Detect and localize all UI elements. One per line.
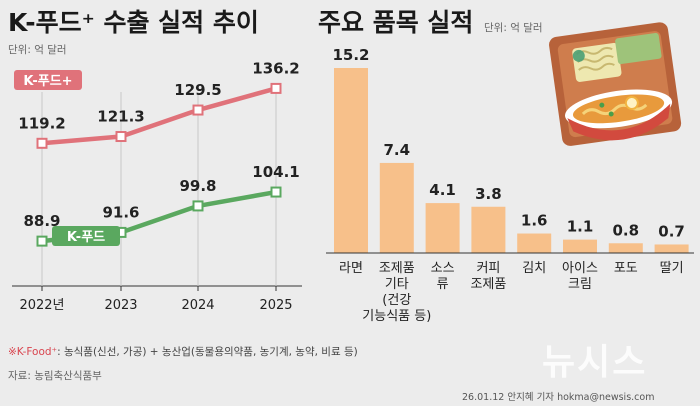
bar-category-label: 조제품 [470, 277, 506, 292]
bar-chart: 15.27.44.1 3.81.6 1.1 0.8 0.7 라면 조제품기타(건강기능식품… [326, 46, 694, 324]
footnote: ※K-Food⁺: 농식품(신선, 가공) + 농산업(동물용의약품, 농기계,… [8, 345, 358, 358]
bar-value-label: 0.8 [613, 221, 640, 239]
bar-value-label: 15.2 [332, 46, 369, 64]
bar-category-label: 김치 [522, 261, 546, 276]
bar-category-label: 기타 [385, 277, 409, 292]
left-unit: 단위: 억 달러 [8, 43, 67, 56]
line-series-group: 119.2 121.3 129.5 136.2 88.9 91.6 99.8 104.1 K-푸… [14, 59, 300, 286]
bar-category-label: 포도 [614, 261, 638, 276]
bar-category-label: 딸기 [660, 261, 684, 276]
bar-value-label: 1.1 [567, 218, 594, 236]
bar-category-label: 아이스 [562, 261, 598, 276]
x-tick-label: 2022년 [19, 298, 64, 313]
package-label [615, 32, 662, 65]
credit-text: 26.01.12 안지혜 기자 hokma@newsis.com [462, 391, 654, 403]
speech-bubble-icon [572, 49, 585, 62]
data-label: 121.3 [97, 108, 144, 126]
bar-group: 15.2 7.4 4.1 3.8 1.6 1.1 0.8 0.7 [332, 46, 689, 253]
x-tick-label: 2025 [259, 298, 292, 313]
series-badge-label: K-푸드+ [23, 74, 72, 89]
right-title: 주요 품목 실적 [318, 8, 473, 37]
data-point-marker [192, 104, 204, 116]
bar [425, 203, 460, 253]
bar [517, 233, 552, 253]
bar [379, 162, 414, 253]
egg-icon [624, 95, 639, 110]
data-point-marker [36, 137, 48, 149]
data-label: 91.6 [102, 203, 139, 221]
newsis-watermark: 뉴시스 [542, 342, 647, 383]
bar [654, 244, 689, 253]
series-badge-label: K-푸드 [67, 230, 105, 245]
series-line-kfood-plus [41, 86, 277, 146]
source-text: 자료: 농림축산식품부 [8, 370, 102, 382]
right-unit: 단위: 억 달러 [484, 21, 543, 34]
footnote-text: : 농식품(신선, 가공) + 농산업(동물용의약품, 농기계, 농약, 비료 … [57, 345, 358, 358]
data-point-marker [36, 235, 48, 247]
bar-value-label: 3.8 [475, 185, 502, 203]
soup [572, 94, 665, 124]
bar-category-label: 소스 [431, 261, 455, 276]
bowl-body [567, 103, 671, 141]
data-point-marker [192, 200, 204, 212]
bar-category-label: 류 [437, 277, 449, 292]
line-tick-group: 2022년 2023 2024 2025 [19, 286, 293, 313]
bar-value-label: 4.1 [429, 181, 456, 199]
bar [608, 243, 643, 253]
x-tick-label: 2023 [104, 298, 137, 313]
data-point-marker [270, 186, 282, 198]
data-point-marker [115, 131, 127, 143]
data-label: 99.8 [179, 177, 216, 195]
noodle-block [572, 42, 622, 82]
data-point-marker [270, 82, 282, 94]
bar-category-label: 커피 [476, 261, 500, 276]
bar [563, 239, 597, 253]
bar-category-label: (건강 [382, 293, 411, 308]
data-label: 88.9 [23, 212, 60, 230]
footnote-prefix: ※K-Food⁺ [8, 346, 57, 358]
bar [334, 68, 368, 253]
bar-category-label: 기능식품 등) [362, 309, 431, 324]
bar-category-label: 조제품 [379, 261, 415, 276]
bar-category-label: 크림 [568, 277, 592, 292]
x-tick-label: 2024 [181, 298, 214, 313]
green-onion-icon [599, 102, 605, 108]
data-label: 119.2 [18, 114, 65, 132]
bar-value-label: 0.7 [658, 222, 685, 240]
data-label: 136.2 [252, 59, 299, 77]
bar [471, 206, 506, 253]
line-chart: 119.2 121.3 129.5 136.2 88.9 91.6 99.8 104.1 K-푸… [12, 59, 302, 313]
ramen-bowl-illustration [549, 22, 682, 146]
bar-value-label: 7.4 [384, 141, 411, 159]
data-label: 129.5 [174, 81, 221, 99]
data-label: 104.1 [252, 163, 299, 181]
series-badge [52, 226, 120, 246]
left-title: K-푸드⁺ 수출 실적 추이 [8, 8, 259, 37]
series-badge [14, 70, 82, 90]
bar-category-label: 라면 [339, 261, 363, 276]
bar-value-label: 1.6 [521, 212, 548, 230]
green-onion-icon [608, 111, 614, 117]
